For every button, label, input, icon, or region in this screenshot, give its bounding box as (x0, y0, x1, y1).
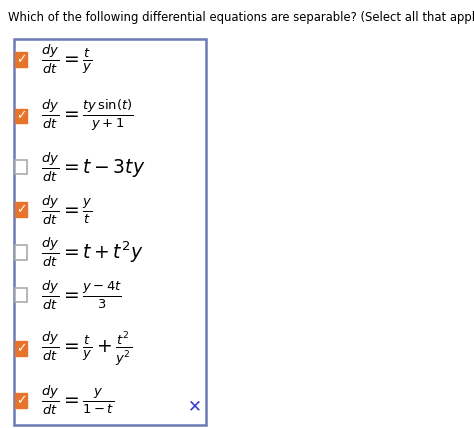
Text: ✓: ✓ (16, 203, 27, 216)
Text: ✓: ✓ (16, 394, 27, 407)
Text: $\frac{dy}{dt} = \frac{t}{y}$: $\frac{dy}{dt} = \frac{t}{y}$ (41, 42, 92, 77)
Text: ✓: ✓ (16, 53, 27, 66)
FancyBboxPatch shape (15, 393, 27, 408)
Text: $\frac{dy}{dt} = \frac{y}{t}$: $\frac{dy}{dt} = \frac{y}{t}$ (41, 193, 92, 226)
Text: ✓: ✓ (16, 110, 27, 122)
FancyBboxPatch shape (15, 202, 27, 217)
Text: ✓: ✓ (16, 342, 27, 355)
Text: Which of the following differential equations are separable? (Select all that ap: Which of the following differential equa… (8, 12, 474, 24)
Text: $\frac{dy}{dt} = t - 3ty$: $\frac{dy}{dt} = t - 3ty$ (41, 150, 146, 184)
Text: $\frac{dy}{dt} = \frac{ty\,\sin(t)}{y+1}$: $\frac{dy}{dt} = \frac{ty\,\sin(t)}{y+1}… (41, 98, 134, 134)
FancyBboxPatch shape (15, 52, 27, 67)
Text: ✕: ✕ (188, 397, 202, 415)
Text: $\frac{dy}{dt} = \frac{y}{1-t}$: $\frac{dy}{dt} = \frac{y}{1-t}$ (41, 383, 115, 417)
FancyBboxPatch shape (15, 341, 27, 356)
FancyBboxPatch shape (15, 288, 27, 302)
Text: $\frac{dy}{dt} = \frac{t}{y} + \frac{t^2}{y^2}$: $\frac{dy}{dt} = \frac{t}{y} + \frac{t^2… (41, 329, 132, 368)
FancyBboxPatch shape (15, 109, 27, 123)
FancyBboxPatch shape (14, 39, 206, 425)
FancyBboxPatch shape (15, 245, 27, 260)
FancyBboxPatch shape (15, 160, 27, 174)
Text: $\frac{dy}{dt} = \frac{y - 4t}{3}$: $\frac{dy}{dt} = \frac{y - 4t}{3}$ (41, 278, 122, 312)
Text: $\frac{dy}{dt} = t + t^2 y$: $\frac{dy}{dt} = t + t^2 y$ (41, 235, 144, 269)
